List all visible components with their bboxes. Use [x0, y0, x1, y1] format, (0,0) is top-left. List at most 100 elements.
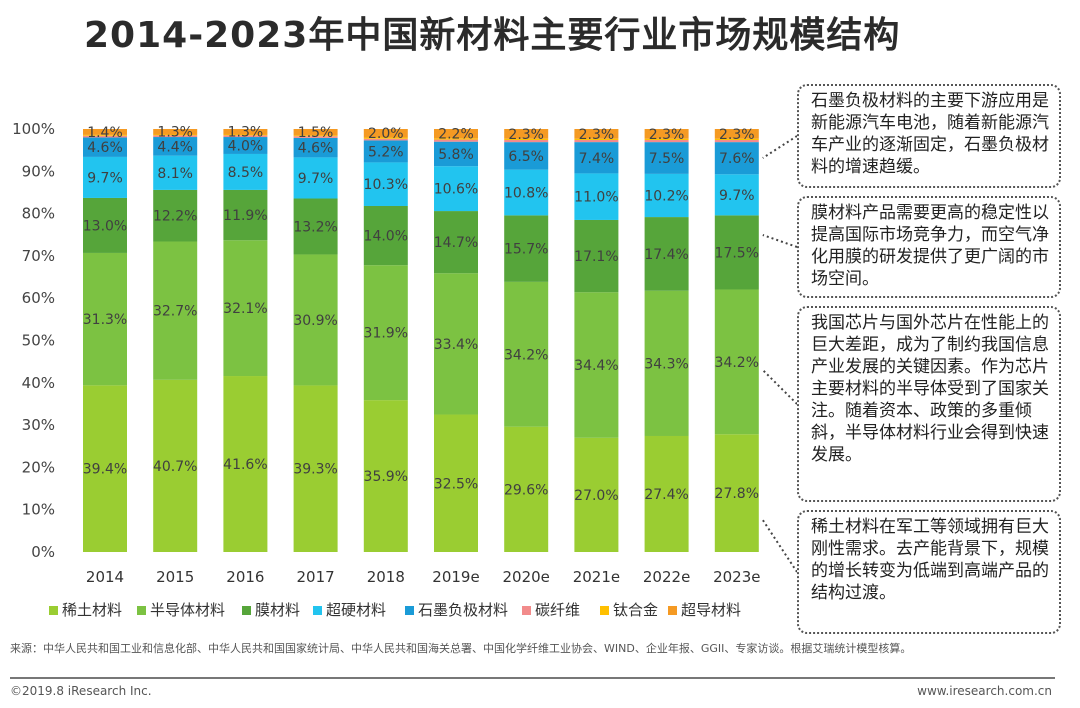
bar-segment — [714, 142, 759, 175]
data-label: 31.3% — [83, 312, 127, 328]
data-label: 32.5% — [434, 476, 478, 492]
bar-segment — [714, 140, 759, 143]
bar-segment — [504, 140, 549, 143]
bar-segment — [504, 281, 549, 427]
legend: 稀土材料 半导体材料 膜材料 超硬材料 石墨负极材料 碳纤维 钛合金 超导材料 — [49, 601, 741, 619]
legend-swatch — [137, 606, 146, 615]
data-label: 7.6% — [719, 151, 755, 167]
bar-segment — [83, 197, 127, 253]
bar-segment — [223, 129, 268, 135]
x-tick-label: 2019e — [432, 568, 479, 586]
data-label: 34.2% — [715, 355, 759, 371]
bar-segment — [434, 166, 478, 212]
website-text: www.iresearch.com.cn — [917, 684, 1052, 698]
note-connector-line — [762, 234, 798, 248]
data-label: 31.9% — [364, 326, 408, 342]
bar-segment — [293, 157, 338, 199]
legend-swatch — [668, 606, 677, 615]
bar-segment — [153, 189, 198, 242]
x-tick-label: 2022e — [643, 568, 690, 586]
bar-segment — [363, 129, 408, 138]
bar-segment — [83, 252, 127, 386]
note-connector-line — [761, 519, 798, 573]
legend-label: 碳纤维 — [535, 601, 580, 619]
bar-segment — [223, 189, 268, 241]
legend-label: 钛合金 — [613, 601, 658, 619]
data-label: 17.4% — [644, 247, 688, 263]
data-label: 4.4% — [157, 139, 193, 155]
bar-segment — [363, 162, 408, 206]
bar-segment — [644, 142, 689, 174]
bar-segment — [504, 129, 549, 139]
bar-segment — [223, 376, 268, 552]
note-connector-line — [762, 135, 798, 159]
copyright-text: ©2019.8 iResearch Inc. — [10, 684, 152, 698]
bar-segment — [504, 138, 549, 141]
bar-segment — [293, 137, 338, 158]
data-label: 13.2% — [293, 219, 337, 235]
data-label: 5.2% — [368, 144, 404, 160]
data-label: 10.2% — [644, 188, 688, 204]
bar-segment — [363, 265, 408, 401]
data-label: 41.6% — [223, 457, 267, 473]
y-tick-label: 60% — [22, 289, 55, 307]
data-label: 5.8% — [438, 147, 474, 163]
data-label: 12.2% — [153, 209, 197, 225]
note-semiconductor: 我国芯片与国外芯片在性能上的巨大差距，成为了制约我国信息产业发展的关键因素。作为… — [797, 306, 1061, 502]
data-label: 34.3% — [644, 356, 688, 372]
legend-swatch — [49, 606, 58, 615]
y-tick-label: 80% — [22, 205, 55, 223]
y-axis: 0% 10% 20% 30% 40% 50% 60% 70% 80% 90% 100% — [12, 120, 55, 561]
data-label: 15.7% — [504, 242, 548, 258]
data-label: 10.8% — [504, 186, 548, 202]
bar-segment — [293, 198, 338, 255]
note-rare-earth-text: 稀土材料在军工等领域拥有巨大刚性需求。去产能背景下，规模的增长转变为低端到高端产… — [811, 517, 1049, 603]
bar-segment — [83, 129, 127, 135]
bar-segment — [293, 129, 338, 136]
y-tick-label: 10% — [22, 501, 55, 519]
legend-label: 半导体材料 — [150, 601, 225, 619]
stacked-bar-chart: 0% 10% 20% 30% 40% 50% 60% 70% 80% 90% 100% 39.4% 3… — [12, 120, 798, 619]
bar-segment — [223, 153, 268, 190]
x-tick-label: 2021e — [573, 568, 620, 586]
data-label: 2.3% — [649, 127, 685, 143]
bar-segment — [574, 437, 619, 552]
y-tick-label: 70% — [22, 247, 55, 265]
data-label: 8.5% — [228, 165, 264, 181]
bar-segment — [153, 129, 198, 135]
bar-segment — [83, 134, 127, 136]
bar-segment — [644, 129, 689, 139]
data-label: 8.1% — [157, 166, 193, 182]
data-label: 14.7% — [434, 235, 478, 251]
bar-segment — [223, 240, 268, 377]
data-label: 34.4% — [574, 358, 618, 374]
bar-segment — [153, 134, 198, 136]
data-label: 32.7% — [153, 304, 197, 320]
data-label: 14.0% — [364, 229, 408, 245]
data-label: 11.0% — [574, 190, 618, 206]
data-label: 33.4% — [434, 337, 478, 353]
data-label: 1.4% — [87, 125, 123, 141]
data-label: 17.1% — [574, 249, 618, 265]
x-tick-label: 2015 — [156, 568, 194, 586]
x-tick-label: 2014 — [86, 568, 124, 586]
y-tick-label: 40% — [22, 374, 55, 392]
bar-segment — [293, 135, 338, 137]
legend-swatch — [313, 606, 322, 615]
bar-segment — [153, 155, 198, 190]
bar-segment — [714, 138, 759, 141]
legend-swatch — [405, 606, 414, 615]
bar-segment — [153, 241, 198, 380]
legend-label: 膜材料 — [255, 601, 300, 619]
bar-segment — [363, 400, 408, 552]
data-label: 4.6% — [87, 140, 123, 156]
data-label: 17.5% — [715, 245, 759, 261]
bar-segment — [153, 137, 198, 156]
x-tick-label: 2018 — [367, 568, 405, 586]
note-rare-earth: 稀土材料在军工等领域拥有巨大刚性需求。去产能背景下，规模的增长转变为低端到高端产… — [797, 510, 1061, 634]
note-graphite-text: 石墨负极材料的主要下游应用是新能源汽车电池，随着新能源汽车产业的逐渐固定，石墨负… — [811, 91, 1049, 177]
x-axis: 2014 2015 2016 2017 2018 2019e 2020e 2021e 2022e… — [86, 568, 761, 586]
data-label: 2.2% — [438, 127, 474, 143]
bar-segment — [574, 139, 619, 143]
data-label: 7.5% — [649, 151, 685, 167]
